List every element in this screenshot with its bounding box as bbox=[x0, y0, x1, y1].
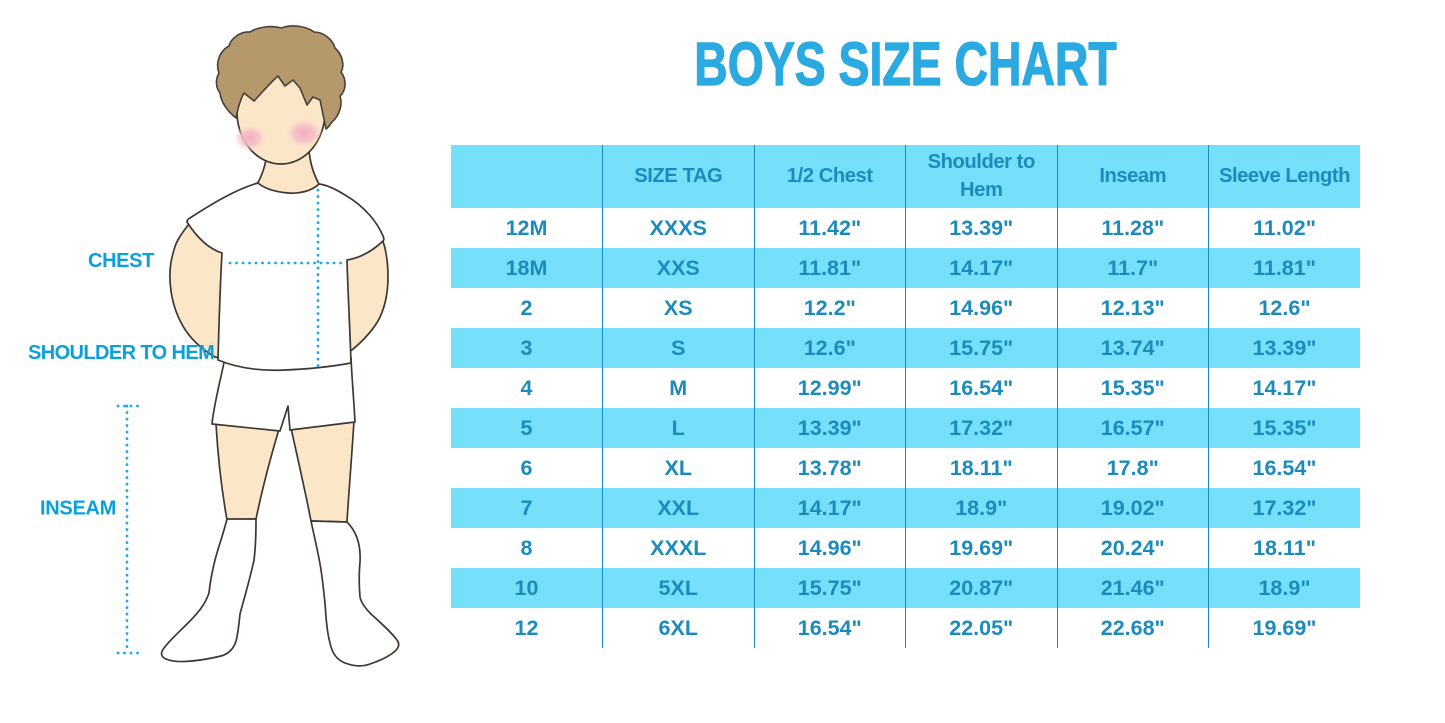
svg-text:CHEST: CHEST bbox=[88, 250, 154, 272]
svg-text:SHOULDER TO HEM: SHOULDER TO HEM bbox=[28, 342, 214, 364]
svg-text:INSEAM: INSEAM bbox=[40, 498, 116, 520]
